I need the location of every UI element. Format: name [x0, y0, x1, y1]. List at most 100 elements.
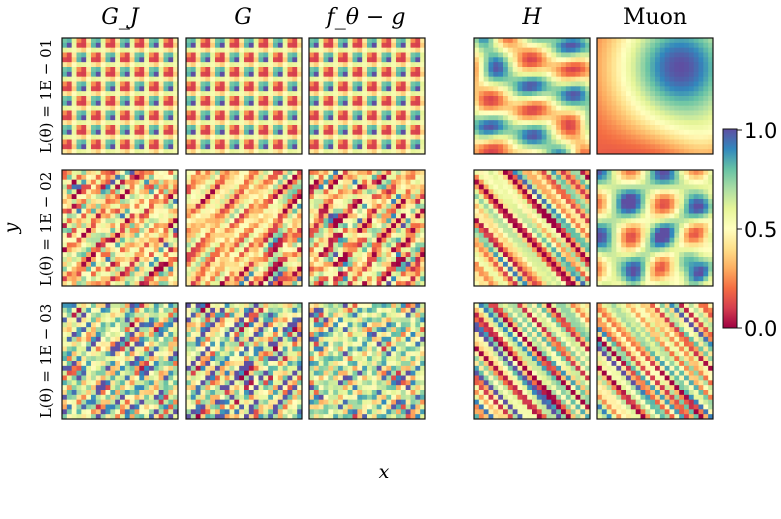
heatmap-cell [309, 281, 315, 287]
heatmap-cell [129, 57, 135, 63]
heatmap-cell [698, 115, 704, 121]
heatmap-cell [669, 76, 675, 82]
heatmap-cell [219, 96, 226, 102]
heatmap-cell [149, 125, 155, 131]
heatmap-cell [323, 42, 329, 49]
heatmap-cell [268, 208, 274, 214]
heatmap-cell [215, 52, 221, 58]
heatmap-cell [268, 266, 274, 272]
heatmap-cell [650, 81, 656, 87]
heatmap-cell [493, 71, 499, 78]
heatmap-cell [580, 67, 586, 73]
heatmap-cell [134, 91, 140, 97]
heatmap-cell [606, 91, 612, 97]
heatmap-cell [248, 96, 255, 102]
heatmap-cell [483, 47, 489, 53]
heatmap-cell [273, 199, 279, 205]
heatmap-cell [71, 149, 77, 155]
heatmap-cell [239, 100, 245, 107]
heatmap-cell [551, 139, 557, 145]
heatmap-cell [410, 149, 416, 155]
heatmap-cell [110, 57, 116, 63]
heatmap-cell [415, 257, 421, 263]
heatmap-cell [532, 38, 538, 44]
heatmap-cell [621, 38, 627, 44]
heatmap-cell [66, 266, 73, 272]
heatmap-cell [134, 203, 140, 210]
heatmap-cell [669, 134, 675, 140]
heatmap-cell [546, 174, 552, 181]
heatmap-cell [309, 218, 315, 224]
heatmap-cell [110, 237, 116, 243]
heatmap-cell [357, 134, 363, 140]
heatmap-cell [488, 100, 494, 107]
heatmap-cell [400, 257, 407, 263]
heatmap-cell [371, 232, 378, 239]
heatmap-cell [139, 247, 145, 253]
heatmap-cell [292, 266, 298, 272]
heatmap-cell [86, 271, 92, 277]
heatmap-cell [258, 125, 264, 131]
heatmap-cell [371, 76, 378, 82]
heatmap-cell [163, 110, 169, 116]
heatmap-cell [273, 52, 279, 58]
heatmap-cell [200, 237, 206, 243]
heatmap-cell [153, 194, 160, 200]
heatmap-cell [376, 184, 382, 190]
heatmap-cell [541, 62, 547, 68]
heatmap-cell [381, 91, 387, 97]
heatmap-cell [420, 213, 426, 219]
heatmap-cell [386, 266, 392, 272]
heatmap-cell [371, 38, 378, 44]
heatmap-cell [410, 184, 416, 190]
heatmap-cell [149, 237, 155, 243]
heatmap-cell [565, 232, 572, 239]
heatmap-cell [338, 174, 344, 181]
heatmap-cell [507, 228, 514, 234]
heatmap-cell [124, 71, 131, 78]
heatmap-cell [415, 179, 421, 185]
heatmap-cell [498, 149, 504, 155]
heatmap-cell [91, 115, 97, 121]
heatmap-cell [163, 170, 169, 176]
heatmap-cell [186, 228, 192, 234]
heatmap-cell [507, 71, 514, 78]
heatmap-cell [292, 96, 298, 102]
heatmap-cell [71, 237, 77, 243]
heatmap-cell [139, 100, 145, 107]
heatmap-cell [205, 67, 211, 73]
heatmap-cell [503, 203, 509, 210]
heatmap-cell [153, 71, 160, 78]
heatmap-cell [488, 42, 494, 49]
heatmap-cell [650, 57, 656, 63]
heatmap-cell [640, 81, 646, 87]
heatmap-cell [292, 271, 298, 277]
heatmap-cell [186, 71, 192, 78]
heatmap-cell [263, 76, 269, 82]
heatmap-cell [541, 38, 547, 44]
heatmap-cell [100, 179, 106, 185]
heatmap-cell [585, 120, 591, 126]
heatmap-cell [323, 52, 329, 58]
heatmap-cell [297, 208, 303, 214]
heatmap-cell [62, 144, 68, 150]
heatmap-cell [611, 144, 617, 150]
heatmap-cell [645, 139, 651, 145]
heatmap-cell [410, 281, 416, 287]
heatmap-cell [134, 86, 140, 92]
heatmap-cell [474, 237, 480, 243]
heatmap-cell [144, 247, 150, 253]
heatmap-cell [342, 134, 349, 140]
heatmap-cell [105, 115, 111, 121]
heatmap-cell [195, 139, 201, 145]
heatmap-cell [105, 170, 111, 176]
heatmap-cell [313, 218, 320, 224]
heatmap-cell [396, 242, 402, 248]
heatmap-cell [367, 115, 373, 121]
heatmap-cell [640, 42, 646, 49]
heatmap-cell [318, 42, 324, 49]
heatmap-cell [273, 218, 279, 224]
heatmap-cell [62, 232, 68, 239]
heatmap-cell [168, 110, 174, 116]
heatmap-cell [258, 115, 264, 121]
